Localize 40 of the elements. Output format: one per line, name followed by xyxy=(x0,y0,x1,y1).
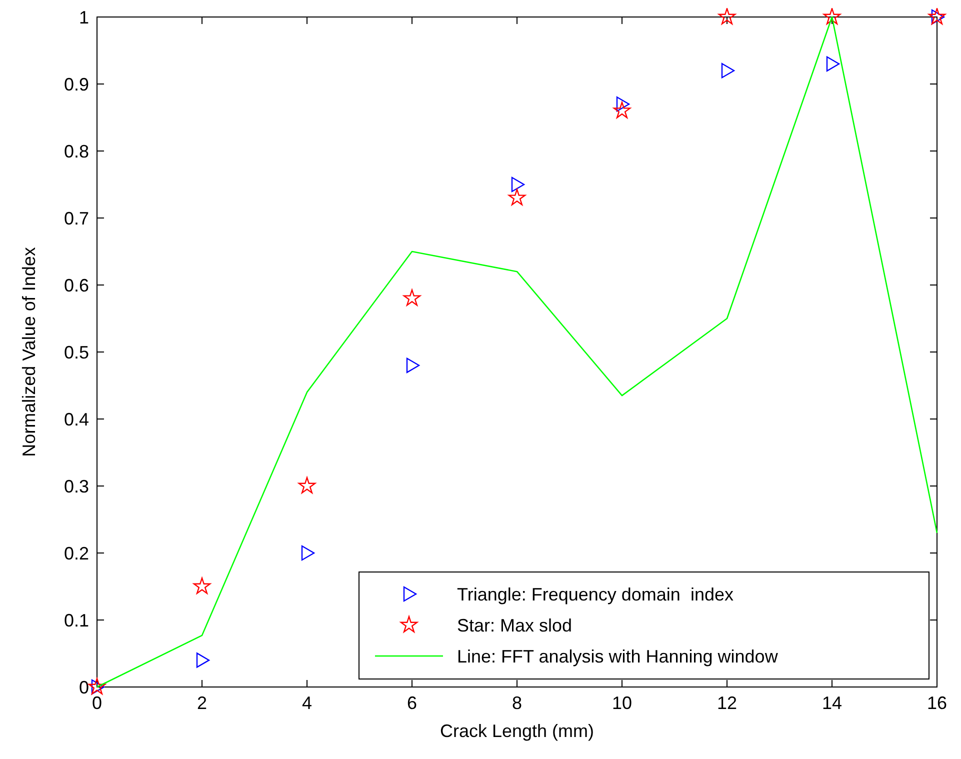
x-axis-title: Crack Length (mm) xyxy=(440,721,594,741)
y-axis-title: Normalized Value of Index xyxy=(19,247,39,457)
point xyxy=(196,652,210,668)
y-tick-label: 0.8 xyxy=(64,141,89,162)
point xyxy=(613,102,631,118)
x-tick-label: 6 xyxy=(406,693,418,713)
point xyxy=(403,289,421,306)
y-tick-label: 0.1 xyxy=(64,610,89,630)
y-tick-label: 0.3 xyxy=(64,476,89,496)
y-tick-label: 0 xyxy=(78,677,89,698)
x-tick-label: 4 xyxy=(302,693,312,713)
point xyxy=(823,8,841,24)
x-tick-label: 8 xyxy=(512,693,522,713)
y-tick-label: 0.5 xyxy=(64,342,89,362)
point xyxy=(826,56,840,72)
y-tick-label: 0.6 xyxy=(64,275,89,296)
x-tick-label: 12 xyxy=(716,693,738,713)
y-tick-label: 1 xyxy=(78,7,89,28)
x-tick-label: 10 xyxy=(612,693,632,713)
legend-label: Line: FFT analysis with Hanning window xyxy=(457,646,779,666)
legend-label: Star: Max slod xyxy=(457,615,572,636)
point xyxy=(721,63,735,78)
point xyxy=(718,8,736,24)
legend-label: Triangle: Frequency domain index xyxy=(457,584,734,604)
point xyxy=(928,8,946,24)
y-tick-label: 0.7 xyxy=(64,208,89,228)
point xyxy=(298,476,316,494)
x-tick-label: 14 xyxy=(822,693,842,713)
y-tick-label: 0.2 xyxy=(64,543,89,564)
x-tick-label: 16 xyxy=(926,693,948,713)
x-tick-label: 2 xyxy=(196,693,208,713)
point xyxy=(511,176,525,192)
x-tick-label: 0 xyxy=(92,693,102,713)
point xyxy=(406,358,420,373)
y-tick-label: 0.4 xyxy=(64,409,89,430)
point xyxy=(88,678,106,694)
point xyxy=(508,188,526,206)
point xyxy=(301,545,315,561)
point xyxy=(193,577,211,594)
y-tick-label: 0.9 xyxy=(64,74,89,94)
